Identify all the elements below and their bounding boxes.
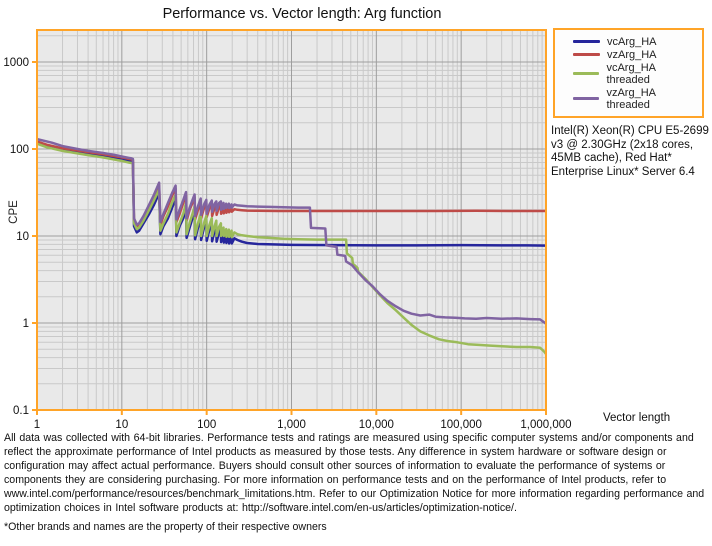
- series-vzArg_HA-threaded: [37, 137, 546, 326]
- legend-label: vcArg_HA threaded: [606, 61, 656, 86]
- plot-area: 1 10 100 1,000 10,000 100,000 1,000,000 0.1 1 10 1…: [3, 29, 572, 430]
- trademark-note: *Other brands and names are the property…: [4, 521, 327, 533]
- legend-item: vcArg_HA threaded: [573, 62, 700, 86]
- y-tick-label: 1000: [3, 57, 29, 69]
- x-tick-label: 1,000,000: [520, 419, 571, 430]
- disclaimer-text: All data was collected with 64-bit libra…: [4, 432, 705, 514]
- legend-line-swatch: [573, 53, 600, 56]
- legend-label: vzArg_HA: [607, 48, 657, 61]
- y-tick-label: 1: [23, 318, 29, 330]
- series-lines: [37, 137, 546, 356]
- y-tick-label: 100: [10, 144, 29, 156]
- legend-item: vcArg_HA: [573, 36, 700, 48]
- legend-label: vcArg_HA: [607, 35, 657, 48]
- x-tick-label: 1: [34, 419, 40, 430]
- y-axis-title: CPE: [8, 200, 20, 224]
- chart-title: Performance vs. Vector length: Arg funct…: [162, 6, 442, 22]
- series-vcArg_HA-threaded: [37, 142, 546, 356]
- legend-line-swatch: [573, 40, 600, 43]
- series-vcArg_HA: [37, 141, 546, 247]
- legend-line-swatch: [573, 97, 600, 100]
- system-info-annotation: Intel(R) Xeon(R) CPU E5-2699 v3 @ 2.30GH…: [551, 125, 709, 178]
- legend-item: vzArg_HA: [573, 49, 700, 61]
- legend-item: vzArg_HA threaded: [573, 87, 700, 111]
- legend-label: vzArg_HA threaded: [606, 86, 656, 111]
- x-tick-label: 10,000: [359, 419, 394, 430]
- legend-line-swatch: [573, 72, 600, 75]
- x-tick-label: 100,000: [440, 419, 482, 430]
- x-axis-title: Vector length: [603, 412, 671, 424]
- x-tick-label: 100: [197, 419, 216, 430]
- y-tick-label: 10: [16, 231, 29, 243]
- legend: vcArg_HA vzArg_HA vcArg_HA threaded vzAr…: [553, 28, 704, 118]
- x-tick-label: 1,000: [277, 419, 306, 430]
- y-tick-label: 0.1: [13, 405, 29, 417]
- axis-ticks: 1 10 100 1,000 10,000 100,000 1,000,000 0.1 1 10 1…: [3, 57, 571, 430]
- x-tick-label: 10: [115, 419, 128, 430]
